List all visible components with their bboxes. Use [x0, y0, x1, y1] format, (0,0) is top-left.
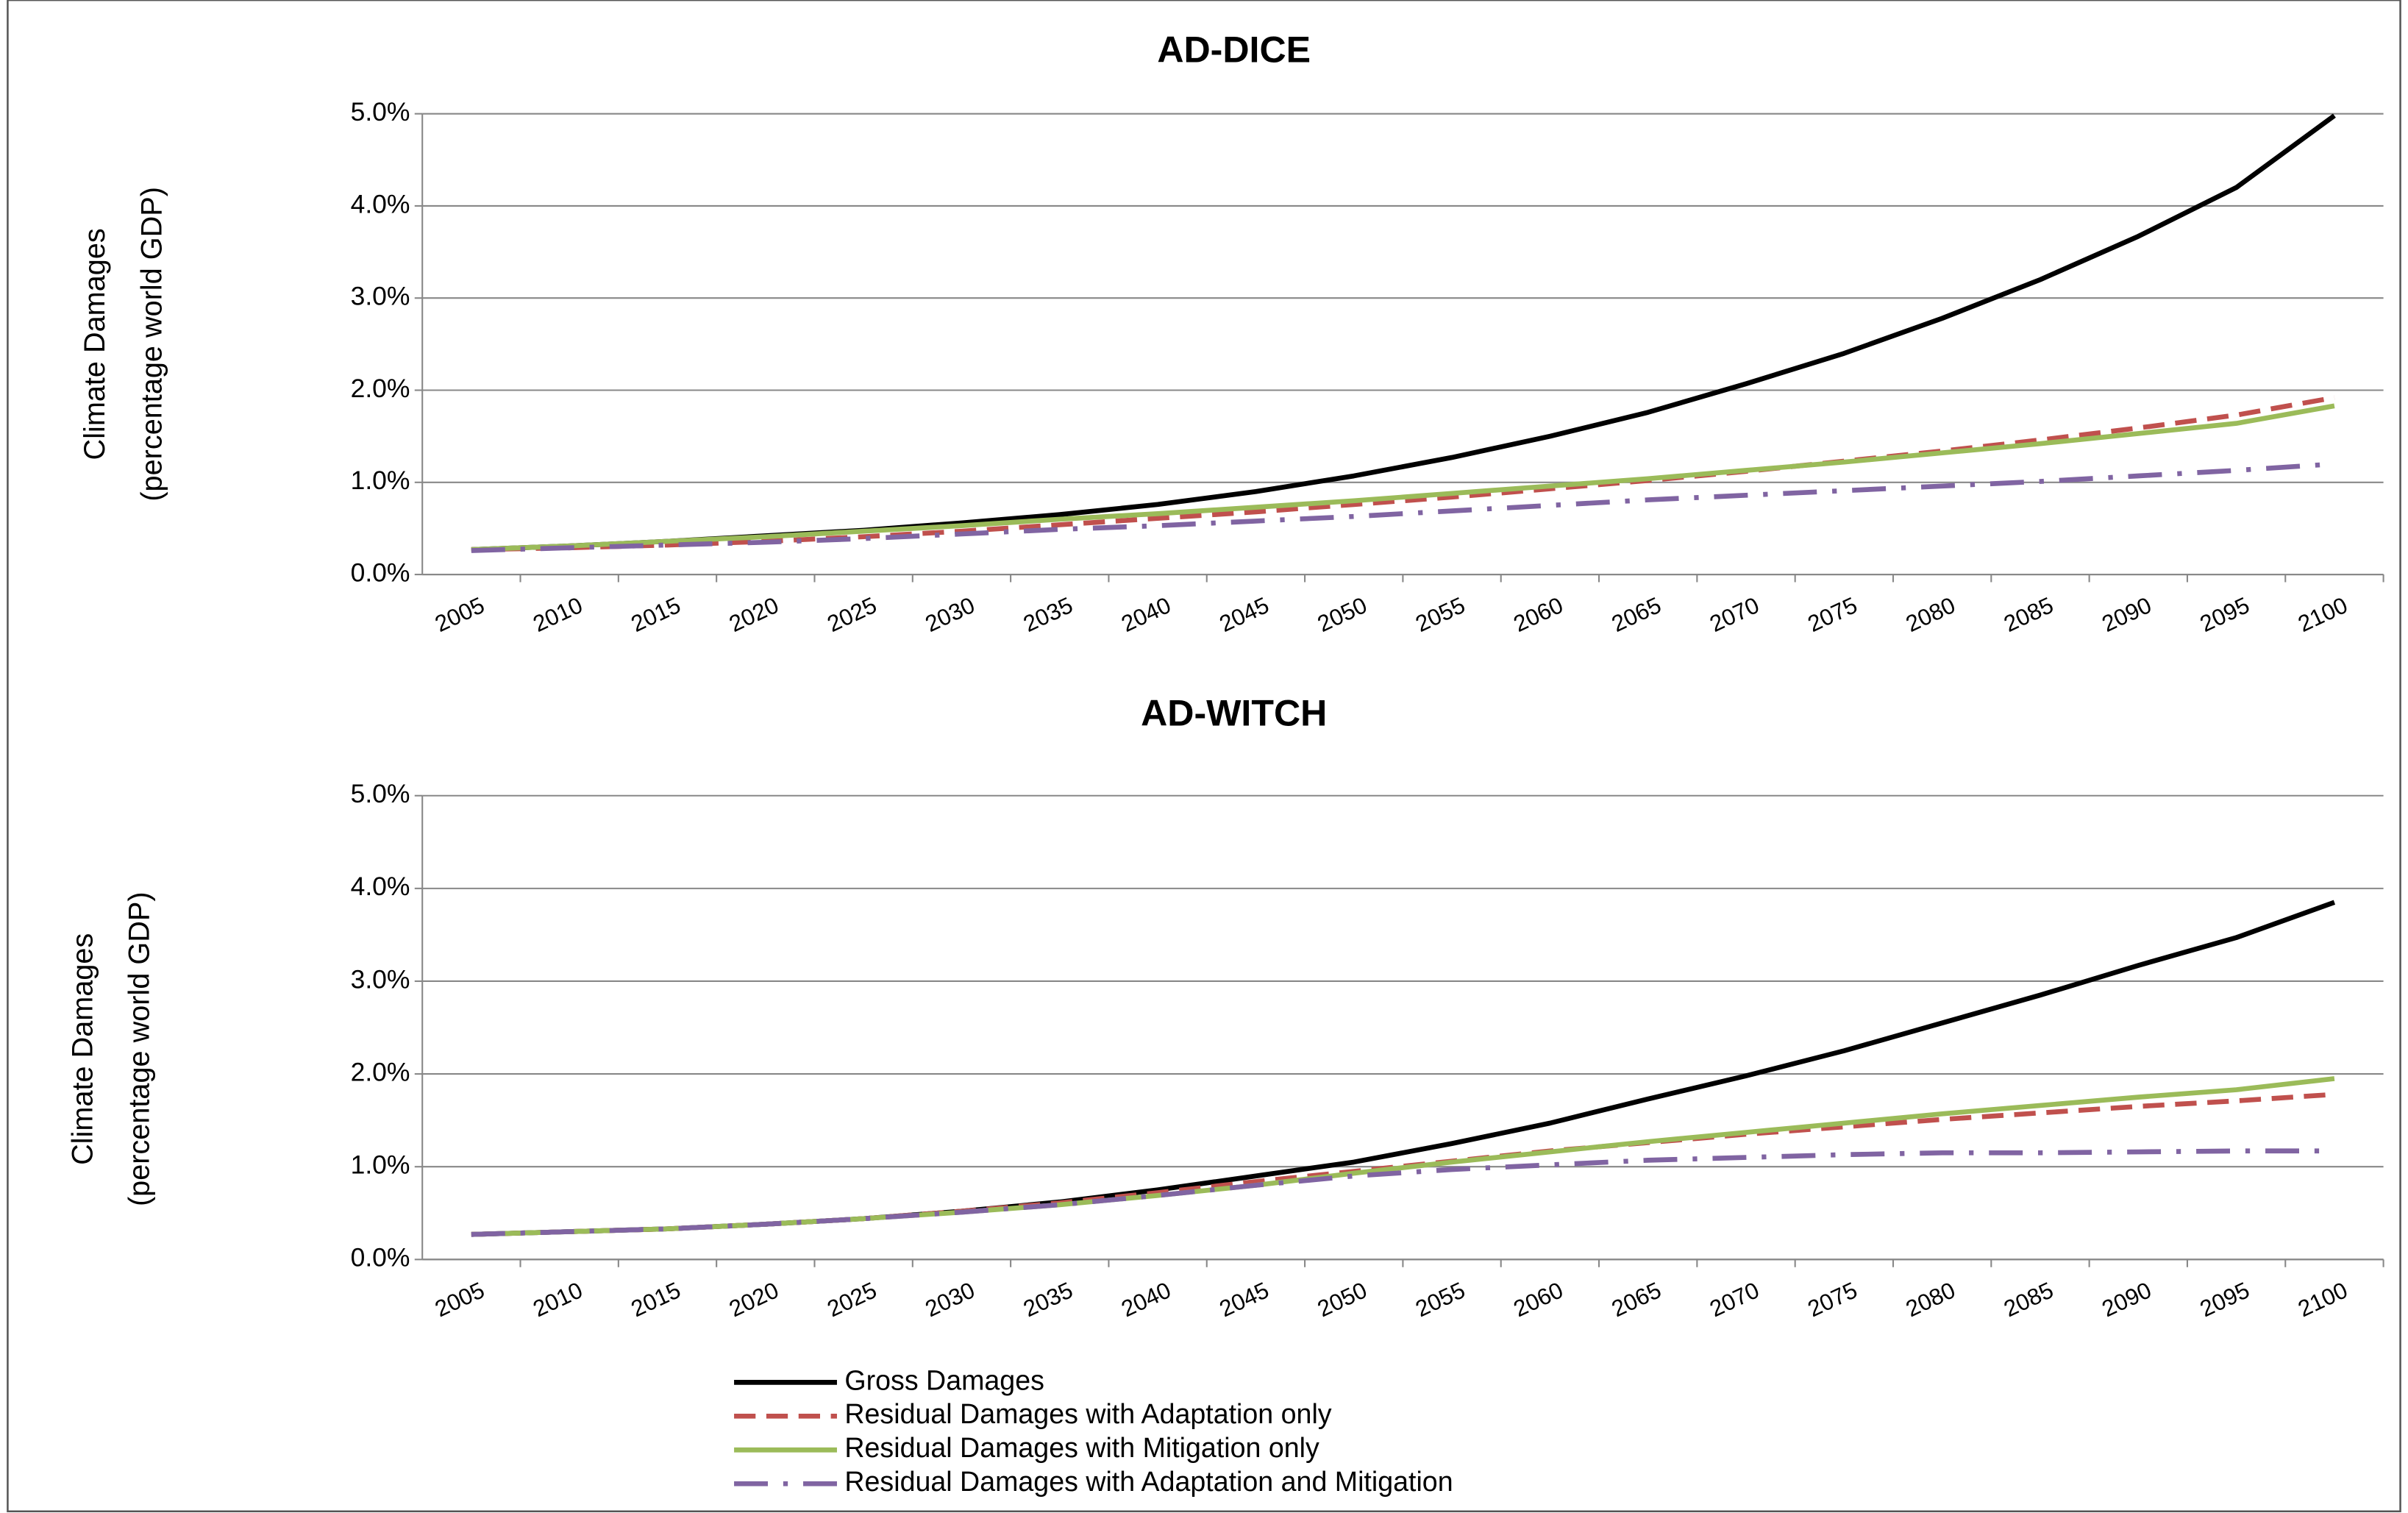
- x-tick-label: 2040: [1117, 592, 1175, 637]
- y-tick-label: 4.0%: [351, 189, 410, 218]
- series-line: [471, 461, 2335, 553]
- x-tick-label: 2080: [1902, 592, 1959, 637]
- x-tick-label: 2005: [431, 592, 488, 637]
- y-tick-label: 0.0%: [351, 558, 410, 587]
- series-line: [471, 403, 2335, 552]
- y-tick-label: 1.0%: [351, 466, 410, 495]
- x-tick-label: 2100: [2294, 1277, 2351, 1322]
- y-axis-label: (percentage world GDP): [124, 891, 156, 1206]
- x-tick-label: 2020: [725, 1277, 783, 1322]
- y-tick-label: 2.0%: [351, 1057, 410, 1086]
- x-tick-label: 2025: [823, 1277, 880, 1322]
- x-tick-label: 2095: [2196, 1277, 2254, 1322]
- x-tick-label: 2025: [823, 592, 880, 637]
- x-tick-label: 2080: [1902, 1277, 1959, 1322]
- x-tick-label: 2095: [2196, 592, 2254, 637]
- x-tick-label: 2075: [1804, 1277, 1862, 1322]
- x-tick-label: 2075: [1804, 592, 1862, 637]
- series-line: [471, 113, 2336, 552]
- y-tick-label: 2.0%: [351, 374, 410, 403]
- x-tick-label: 2060: [1510, 592, 1567, 637]
- series-line: [471, 1092, 2335, 1237]
- y-axis-label: (percentage world GDP): [135, 187, 168, 502]
- legend-label: Residual Damages with Adaptation only: [844, 1398, 1331, 1429]
- y-tick-label: 5.0%: [351, 779, 410, 808]
- x-tick-label: 2085: [2000, 592, 2057, 637]
- x-tick-label: 2055: [1411, 592, 1469, 637]
- x-tick-label: 2020: [725, 592, 783, 637]
- x-tick-label: 2030: [922, 1277, 979, 1322]
- chart-title: AD-WITCH: [1141, 692, 1327, 733]
- chart-title: AD-DICE: [1157, 29, 1311, 70]
- x-tick-label: 2060: [1510, 1277, 1567, 1322]
- x-tick-label: 2085: [2000, 1277, 2057, 1322]
- y-tick-label: 5.0%: [351, 97, 410, 127]
- x-tick-label: 2050: [1314, 1277, 1371, 1322]
- y-tick-label: 3.0%: [351, 282, 410, 311]
- series-line: [471, 900, 2336, 1237]
- x-tick-label: 2065: [1608, 1277, 1665, 1322]
- y-axis-label: Climate Damages: [66, 933, 99, 1165]
- y-tick-label: 4.0%: [351, 872, 410, 901]
- x-tick-label: 2090: [2098, 1277, 2156, 1322]
- x-tick-label: 2010: [529, 1277, 586, 1322]
- series-line: [471, 1076, 2335, 1237]
- series-line: [471, 1148, 2334, 1237]
- x-tick-label: 2045: [1216, 1277, 1273, 1322]
- x-tick-label: 2040: [1117, 1277, 1175, 1322]
- x-tick-label: 2005: [431, 1277, 488, 1322]
- legend-label: Gross Damages: [844, 1364, 1044, 1395]
- x-tick-label: 2035: [1019, 1277, 1077, 1322]
- x-tick-label: 2030: [922, 592, 979, 637]
- x-tick-label: 2065: [1608, 592, 1665, 637]
- x-tick-label: 2050: [1314, 592, 1371, 637]
- y-tick-label: 3.0%: [351, 964, 410, 994]
- frame: [7, 0, 2401, 1513]
- x-tick-label: 2070: [1706, 1277, 1763, 1322]
- y-axis-label: Climate Damages: [79, 228, 111, 460]
- y-tick-label: 0.0%: [351, 1243, 410, 1272]
- legend-label: Residual Damages with Adaptation and Mit…: [844, 1466, 1453, 1497]
- x-tick-label: 2055: [1411, 1277, 1469, 1322]
- x-tick-label: 2090: [2098, 592, 2156, 637]
- x-tick-label: 2035: [1019, 592, 1077, 637]
- x-tick-label: 2100: [2294, 592, 2351, 637]
- series-line: [471, 395, 2335, 552]
- x-tick-label: 2045: [1216, 592, 1273, 637]
- x-tick-label: 2015: [627, 1277, 685, 1322]
- x-tick-label: 2010: [529, 592, 586, 637]
- x-tick-label: 2015: [627, 592, 685, 637]
- x-tick-label: 2070: [1706, 592, 1763, 637]
- legend-label: Residual Damages with Mitigation only: [844, 1432, 1319, 1463]
- y-tick-label: 1.0%: [351, 1150, 410, 1180]
